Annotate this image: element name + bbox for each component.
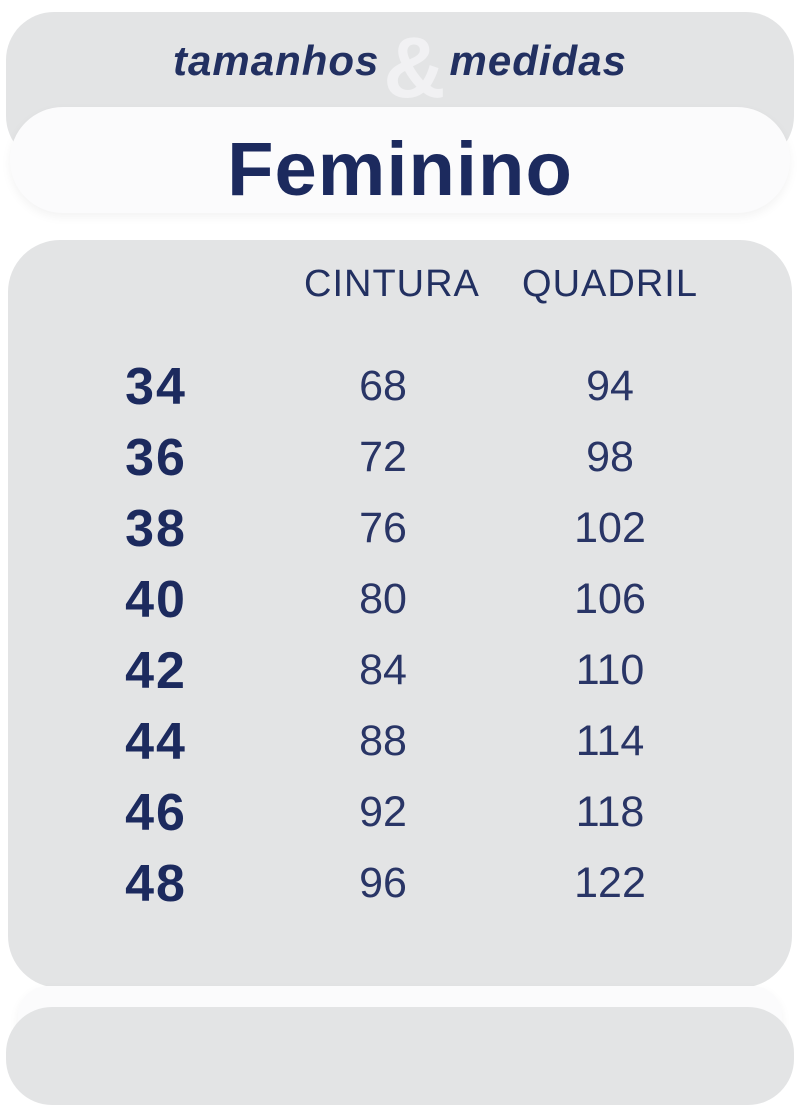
- column-header-cintura: CINTURA: [304, 262, 480, 305]
- header-word-tamanhos: tamanhos: [173, 37, 380, 84]
- size-label: 48: [125, 854, 187, 913]
- category-title: Feminino: [227, 126, 573, 212]
- table-row: 38 76 102: [8, 493, 792, 564]
- table-row: 40 80 106: [8, 564, 792, 635]
- cintura-value: 88: [359, 717, 407, 765]
- size-label: 44: [125, 712, 187, 771]
- size-label: 40: [125, 570, 187, 629]
- cintura-value: 84: [359, 646, 407, 694]
- cintura-value: 92: [359, 788, 407, 836]
- table-row: 48 96 122: [8, 848, 792, 919]
- table-row: 42 84 110: [8, 635, 792, 706]
- size-label: 46: [125, 783, 187, 842]
- size-label: 42: [125, 641, 187, 700]
- quadril-value: 122: [574, 859, 646, 907]
- quadril-value: 94: [586, 362, 634, 410]
- ampersand-glyph: &: [383, 20, 446, 116]
- quadril-value: 118: [575, 788, 645, 836]
- size-label: 34: [125, 357, 187, 416]
- quadril-value: 110: [575, 646, 645, 694]
- table-row: 34 68 94: [8, 351, 792, 422]
- quadril-value: 114: [575, 717, 645, 765]
- size-table-card: CINTURA QUADRIL 34 68 94 36 72 98 38 76 …: [8, 240, 792, 988]
- table-row: 46 92 118: [8, 777, 792, 848]
- quadril-value: 106: [574, 575, 646, 623]
- header-title: tamanhos & medidas: [6, 25, 794, 111]
- quadril-value: 102: [574, 504, 646, 552]
- table-header-row: CINTURA QUADRIL: [8, 254, 792, 314]
- cintura-value: 68: [359, 362, 407, 410]
- header-word-medidas: medidas: [449, 37, 627, 84]
- cintura-value: 72: [359, 433, 407, 481]
- cintura-value: 96: [359, 859, 407, 907]
- next-section-card: [6, 1007, 794, 1105]
- category-card: Feminino: [10, 107, 790, 213]
- cintura-value: 80: [359, 575, 407, 623]
- table-body: 34 68 94 36 72 98 38 76 102 40 80 106 42: [8, 351, 792, 919]
- column-header-quadril: QUADRIL: [522, 262, 698, 305]
- table-row: 44 88 114: [8, 706, 792, 777]
- size-label: 36: [125, 428, 187, 487]
- cintura-value: 76: [359, 504, 407, 552]
- table-row: 36 72 98: [8, 422, 792, 493]
- size-label: 38: [125, 499, 187, 558]
- quadril-value: 98: [586, 433, 634, 481]
